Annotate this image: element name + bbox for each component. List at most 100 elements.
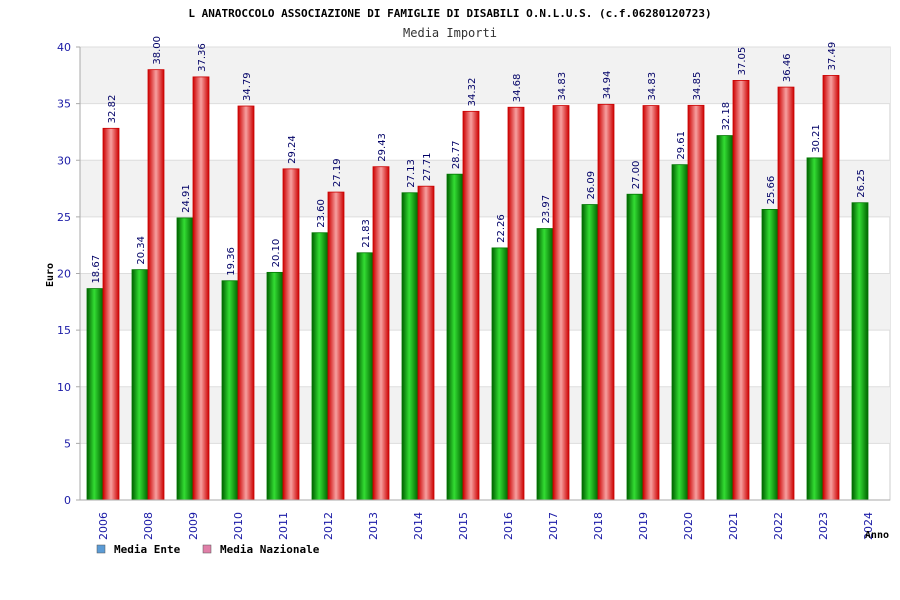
y-tick-label: 0 — [64, 494, 71, 507]
grid-band — [80, 160, 890, 217]
x-tick-label-2024: 2024 — [862, 512, 875, 540]
x-tick-label-2014: 2014 — [412, 512, 425, 540]
data-label-media-ente-2010: 19.36 — [226, 247, 237, 276]
bar-media-ente-2024 — [851, 202, 869, 501]
data-label-media-ente-2006: 18.67 — [91, 255, 102, 284]
bar-media-nazionale-2010 — [237, 105, 255, 501]
data-label-media-nazionale-2022: 36.46 — [782, 53, 793, 82]
bar-media-ente-2013 — [356, 252, 374, 501]
x-tick-label-2013: 2013 — [367, 512, 380, 540]
x-tick-label-2015: 2015 — [457, 512, 470, 540]
bar-media-nazionale-2017 — [552, 105, 570, 501]
x-tick-label-2011: 2011 — [277, 512, 290, 540]
bar-media-ente-2009 — [176, 217, 194, 501]
bar-media-ente-2021 — [716, 135, 734, 501]
y-tick-label: 10 — [57, 381, 71, 394]
bar-media-ente-2023 — [806, 157, 824, 501]
y-tick-label: 5 — [64, 437, 71, 450]
bar-media-nazionale-2015 — [462, 110, 480, 501]
y-axis: 0 5 10 15 20 25 30 35 40 — [57, 41, 81, 507]
data-label-media-ente-2023: 30.21 — [811, 124, 822, 153]
data-label-media-ente-2012: 23.60 — [316, 199, 327, 228]
bar-media-ente-2010 — [221, 280, 239, 501]
bar-media-nazionale-2021 — [732, 80, 750, 501]
data-label-media-nazionale-2006: 32.82 — [107, 95, 118, 124]
data-label-media-ente-2014: 27.13 — [406, 159, 417, 188]
bar-media-ente-2011 — [266, 271, 284, 501]
x-axis-label: Anno — [865, 530, 889, 541]
chart-title: L ANATROCCOLO ASSOCIAZIONE DI FAMIGLIE D… — [188, 7, 711, 20]
data-label-media-ente-2008: 20.34 — [136, 236, 147, 265]
data-label-media-ente-2019: 27.00 — [631, 161, 642, 190]
data-label-media-ente-2018: 26.09 — [586, 171, 597, 200]
x-axis: 2006 2008 2009 2010 2011 2012 2013 2014 2015 2016… — [80, 499, 890, 540]
bar-media-nazionale-2012 — [327, 191, 345, 501]
grid-band — [80, 273, 890, 331]
data-label-media-ente-2011: 20.10 — [271, 239, 282, 268]
data-label-media-ente-2024: 26.25 — [856, 169, 867, 198]
data-label-media-ente-2022: 25.66 — [766, 176, 777, 205]
x-tick-label-2021: 2021 — [727, 512, 740, 540]
data-label-media-nazionale-2021: 37.05 — [737, 47, 748, 76]
data-label-media-nazionale-2012: 27.19 — [332, 158, 343, 187]
bar-media-ente-2022 — [761, 209, 779, 501]
bar-media-ente-2020 — [671, 164, 689, 501]
y-tick-label: 15 — [57, 324, 71, 337]
data-label-media-nazionale-2020: 34.85 — [692, 72, 703, 101]
x-tick-label-2019: 2019 — [637, 512, 650, 540]
data-label-media-nazionale-2014: 27.71 — [422, 153, 433, 182]
y-tick-label: 35 — [57, 98, 71, 111]
bar-media-nazionale-2019 — [642, 105, 660, 501]
bar-media-nazionale-2020 — [687, 104, 705, 501]
data-label-media-nazionale-2016: 34.68 — [512, 74, 523, 103]
bar-media-ente-2019 — [626, 193, 644, 501]
bar-media-nazionale-2011 — [282, 168, 300, 501]
bar-media-nazionale-2009 — [192, 76, 210, 501]
bar-media-nazionale-2013 — [372, 166, 390, 501]
grid-band — [80, 47, 890, 104]
bar-media-nazionale-2016 — [507, 106, 525, 501]
chart-subtitle: Media Importi — [403, 26, 497, 40]
y-tick-label: 30 — [57, 154, 71, 167]
bar-media-nazionale-2022 — [777, 86, 795, 501]
data-label-media-nazionale-2018: 34.94 — [602, 71, 613, 100]
legend-label-media-ente: Media Ente — [114, 543, 181, 556]
x-tick-label-2023: 2023 — [817, 512, 830, 540]
data-label-media-nazionale-2010: 34.79 — [242, 72, 253, 101]
data-label-media-ente-2017: 23.97 — [541, 195, 552, 224]
data-label-media-ente-2013: 21.83 — [361, 219, 372, 248]
x-tick-label-2020: 2020 — [682, 512, 695, 540]
grid-band — [80, 386, 890, 444]
bar-media-ente-2006 — [86, 288, 104, 501]
legend-swatch-media-ente — [96, 544, 106, 554]
bars — [86, 69, 869, 501]
data-label-media-ente-2015: 28.77 — [451, 141, 462, 170]
bar-media-ente-2016 — [491, 247, 509, 501]
data-label-media-nazionale-2009: 37.36 — [197, 43, 208, 72]
y-tick-label: 20 — [57, 268, 71, 281]
bar-media-nazionale-2008 — [147, 69, 165, 501]
grid-bands — [79, 46, 891, 501]
x-tick-label-2006: 2006 — [97, 512, 110, 540]
bar-media-ente-2017 — [536, 228, 554, 501]
bar-media-nazionale-2014 — [417, 185, 435, 501]
data-label-media-ente-2016: 22.26 — [496, 214, 507, 243]
y-tick-label: 40 — [57, 41, 71, 54]
bar-media-ente-2018 — [581, 204, 599, 501]
y-tick-label: 25 — [57, 211, 71, 224]
y-axis-label: Euro — [45, 263, 56, 287]
legend: Media Ente Media Nazionale — [96, 543, 320, 556]
x-tick-label-2009: 2009 — [187, 512, 200, 540]
data-label-media-nazionale-2019: 34.83 — [647, 72, 658, 101]
bar-media-ente-2014 — [401, 192, 419, 501]
bar-media-nazionale-2006 — [102, 127, 120, 501]
x-tick-label-2017: 2017 — [547, 512, 560, 540]
data-label-media-nazionale-2023: 37.49 — [827, 42, 838, 71]
data-label-media-nazionale-2011: 29.24 — [287, 135, 298, 164]
data-label-media-ente-2009: 24.91 — [181, 184, 192, 213]
bar-media-ente-2015 — [446, 173, 464, 501]
bar-media-nazionale-2018 — [597, 103, 615, 501]
x-tick-label-2010: 2010 — [232, 512, 245, 540]
x-tick-label-2018: 2018 — [592, 512, 605, 540]
